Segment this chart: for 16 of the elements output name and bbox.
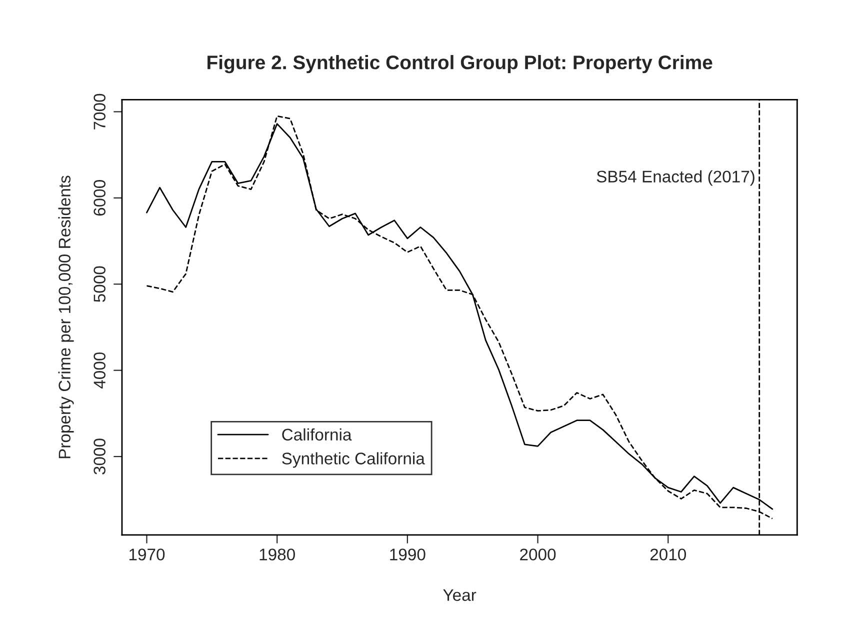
y-tick-label: 6000 xyxy=(94,180,106,216)
y-tick-label: 7000 xyxy=(94,94,106,130)
y-tick-label: 3000 xyxy=(94,438,106,474)
legend-label: Synthetic California xyxy=(282,452,425,468)
ref-line-label: SB54 Enacted (2017) xyxy=(596,170,754,186)
x-tick-label: 2010 xyxy=(650,548,686,560)
x-tick-label: 1990 xyxy=(390,548,426,560)
x-tick-label: 2000 xyxy=(520,548,556,560)
chart-title: Figure 2. Synthetic Control Group Plot: Property Crime xyxy=(208,55,712,74)
y-tick-label: 5000 xyxy=(94,266,106,302)
x-axis-title: Year xyxy=(443,589,476,601)
legend-label: California xyxy=(282,428,352,441)
x-tick-label: 1970 xyxy=(129,548,165,560)
y-tick-label: 4000 xyxy=(94,352,106,388)
y-axis-title: Property Crime per 100,000 Residents xyxy=(58,176,74,458)
x-tick-label: 1980 xyxy=(260,548,295,560)
